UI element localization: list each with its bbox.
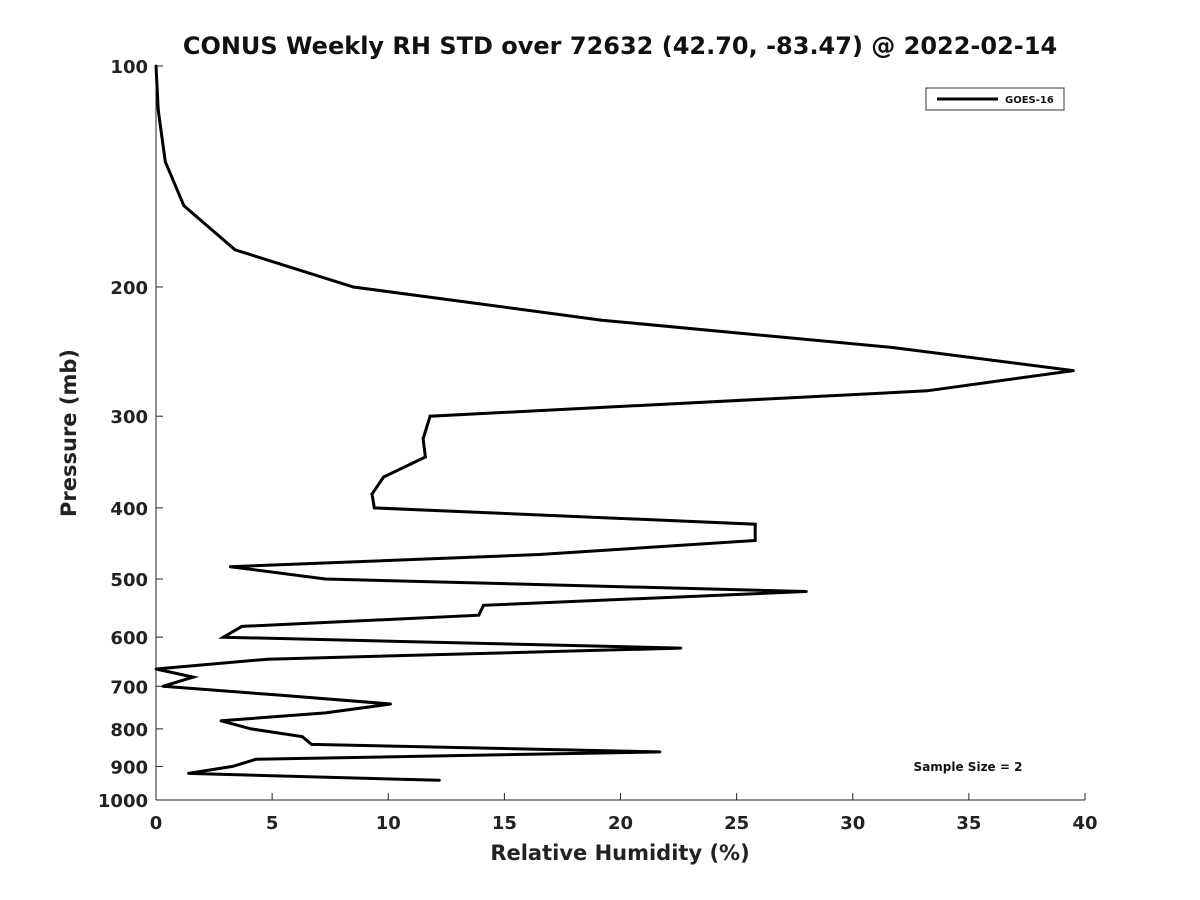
data-point — [300, 735, 304, 739]
x-axis-label: Relative Humidity (%) — [490, 841, 749, 865]
data-point — [753, 539, 757, 542]
data-point — [254, 757, 258, 761]
data-point — [1071, 369, 1075, 372]
data-point — [228, 565, 232, 569]
data-point — [233, 248, 237, 252]
data-point — [482, 603, 485, 607]
data-point — [382, 475, 386, 479]
legend: GOES-16 — [925, 87, 1065, 111]
data-point — [324, 577, 327, 581]
data-point — [389, 702, 392, 706]
y-tick-label: 100 — [110, 57, 148, 78]
data-point — [219, 719, 223, 723]
data-point — [191, 675, 195, 679]
x-tick-label: 5 — [266, 813, 279, 834]
data-point — [231, 765, 235, 768]
data-point — [893, 346, 896, 350]
data-point — [161, 684, 165, 688]
y-tick-label: 800 — [110, 720, 148, 741]
data-point — [600, 318, 604, 322]
data-point — [370, 492, 374, 496]
x-tick-label: 15 — [492, 813, 517, 834]
y-tick-label: 600 — [110, 628, 148, 649]
data-point — [156, 109, 160, 112]
data-point — [280, 693, 283, 697]
y-tick-label: 300 — [110, 407, 148, 428]
data-point — [187, 772, 190, 775]
y-tick-label: 400 — [110, 499, 148, 520]
x-tick-label: 30 — [840, 813, 865, 834]
y-tick-label: 900 — [110, 757, 148, 778]
y-ticks: 100 200 300 400 500 600 700 800 900 1000 — [98, 57, 163, 812]
x-tick-label: 40 — [1072, 813, 1097, 834]
data-point — [154, 64, 158, 68]
y-tick-label: 1000 — [98, 791, 148, 812]
data-point — [324, 711, 327, 715]
data-point — [925, 389, 929, 393]
data-point — [658, 750, 662, 754]
data-point — [352, 285, 355, 289]
y-tick-label: 700 — [110, 677, 148, 698]
data-point — [428, 414, 432, 418]
data-point — [163, 160, 167, 164]
data-point — [266, 657, 269, 661]
data-point — [804, 590, 808, 593]
x-tick-label: 20 — [608, 813, 633, 834]
y-tick-label: 500 — [110, 570, 148, 591]
data-point — [310, 743, 314, 746]
series-points — [154, 64, 1075, 782]
x-ticks: 0 5 10 15 20 25 30 35 40 — [150, 793, 1098, 834]
data-point — [240, 624, 244, 628]
chart-title: CONUS Weekly RH STD over 72632 (42.70, -… — [183, 32, 1057, 60]
x-tick-label: 10 — [376, 813, 401, 834]
legend-entry-goes-16: GOES-16 — [1005, 95, 1054, 106]
data-point — [249, 727, 253, 731]
data-point — [182, 204, 186, 208]
sample-size-annotation: Sample Size = 2 — [914, 760, 1023, 774]
data-point — [437, 778, 441, 782]
data-point — [537, 553, 541, 556]
data-point — [477, 613, 481, 617]
data-point — [221, 635, 225, 639]
x-tick-label: 0 — [150, 813, 163, 834]
x-tick-label: 35 — [956, 813, 981, 834]
data-point — [154, 667, 158, 671]
data-point — [753, 522, 757, 526]
y-tick-label: 200 — [110, 278, 148, 299]
x-tick-label: 25 — [724, 813, 749, 834]
data-point — [679, 646, 683, 650]
data-point — [424, 455, 427, 459]
y-axis-label: Pressure (mb) — [57, 349, 81, 517]
plot-area: 0 5 10 15 20 25 30 35 40 100 200 300 400 500 600 700 80… — [98, 57, 1098, 834]
data-point — [372, 506, 376, 510]
data-point — [421, 437, 425, 441]
